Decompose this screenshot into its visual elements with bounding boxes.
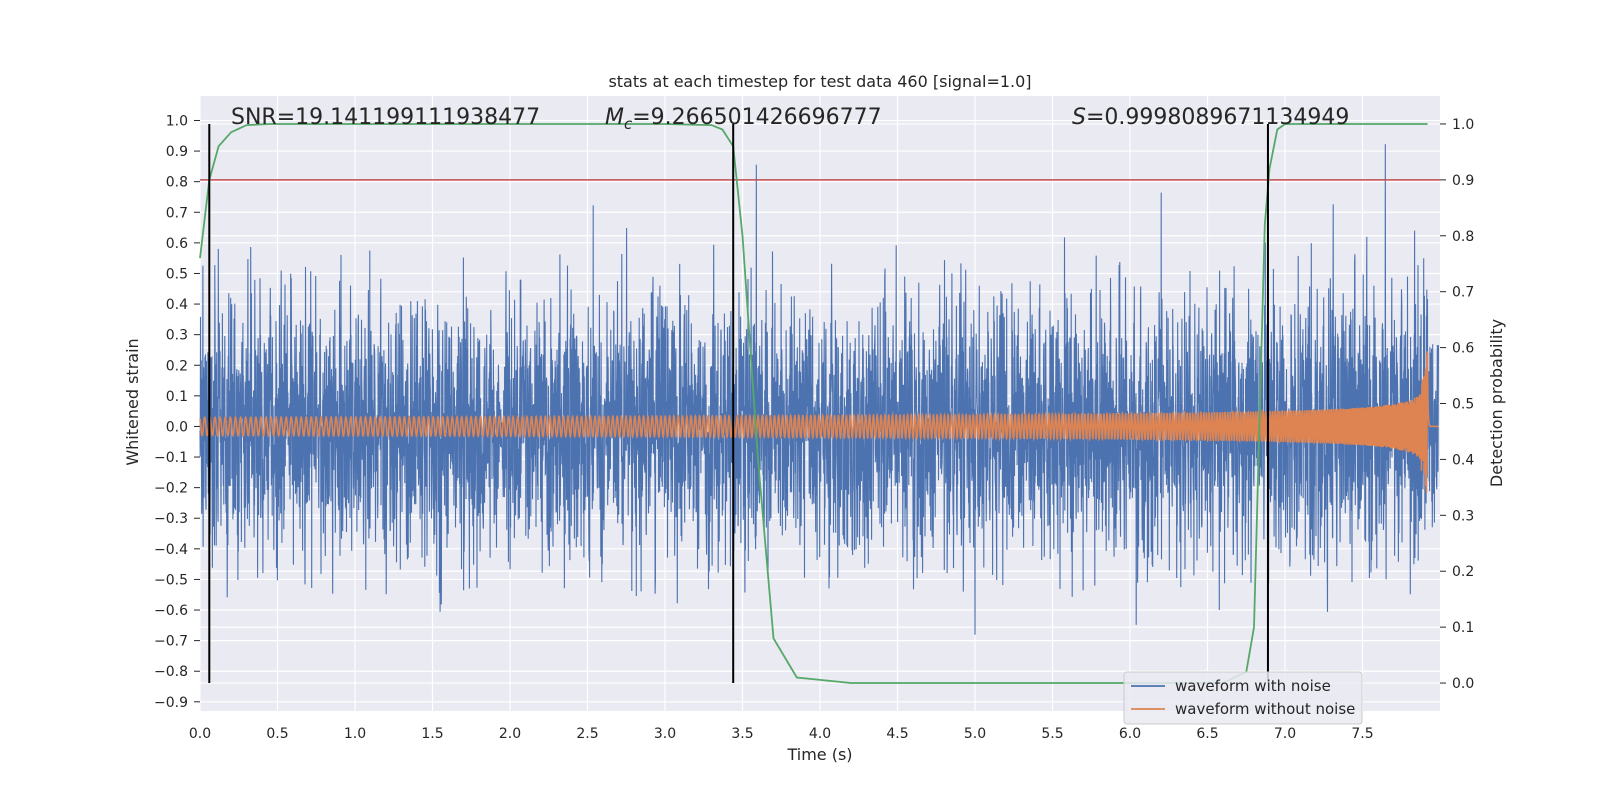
y-tick-label: −0.3	[154, 511, 188, 527]
x-tick-label: 2.0	[499, 726, 521, 742]
y-right-tick-label: 0.5	[1452, 397, 1474, 413]
y-tick-label: −0.1	[154, 450, 188, 466]
y-tick-label: 0.2	[166, 358, 188, 374]
score-symbol: S	[1072, 105, 1086, 130]
score-annotation: S=0.9998089671134949	[1072, 105, 1349, 130]
x-tick-label: 0.0	[189, 726, 211, 742]
score-value: =0.9998089671134949	[1086, 105, 1349, 130]
y-tick-label: −0.2	[154, 481, 188, 497]
y-tick-label: 0.4	[166, 297, 188, 313]
y-tick-label: 0.5	[166, 266, 188, 282]
y-tick-label: 0.1	[166, 389, 188, 405]
chirp-mass-value: =9.266501426696777	[632, 105, 881, 130]
legend-label-clean: waveform without noise	[1175, 700, 1355, 718]
y-tick-label: −0.6	[154, 603, 188, 619]
series-detection-probability	[199, 123, 1428, 684]
legend: waveform with noise waveform without noi…	[1123, 671, 1363, 725]
chirp-mass-annotation: Mc=9.266501426696777	[605, 105, 882, 133]
x-tick-labels: 0.0 0.5 1.0 1.5 2.0 2.5 3.0 3.5 4.0 4.5 5.0 5.5 6.0 6…	[189, 726, 1374, 742]
x-tick-label: 7.0	[1274, 726, 1296, 742]
series-waveform-without-noise	[199, 351, 1439, 493]
legend-label-noise: waveform with noise	[1175, 677, 1331, 695]
snr-annotation: SNR=19.141199111938477	[231, 105, 540, 130]
y-right-tick-label: 0.7	[1452, 285, 1474, 301]
x-tick-label: 2.5	[576, 726, 598, 742]
y-tick-label: −0.8	[154, 664, 188, 680]
y-right-tick-label: 0.4	[1452, 452, 1474, 468]
x-tick-label: 1.5	[421, 726, 443, 742]
series-waveform-with-noise	[199, 144, 1440, 635]
y-tick-label: 0.8	[166, 175, 188, 191]
chirp-mass-symbol: M	[605, 105, 624, 130]
y-right-tick-label: 0.9	[1452, 173, 1474, 189]
x-tick-label: 3.5	[731, 726, 753, 742]
y-right-tick-label: 0.8	[1452, 229, 1474, 245]
x-tick-label: 7.5	[1351, 726, 1373, 742]
x-tick-label: 3.0	[654, 726, 676, 742]
y-right-tick-label: 0.3	[1452, 508, 1474, 524]
x-tick-label: 1.0	[344, 726, 366, 742]
y-tick-label: 0.7	[166, 205, 188, 221]
y-right-tick-label: 0.1	[1452, 620, 1474, 636]
y-tick-label: 0.0	[166, 419, 188, 435]
y-right-tick-labels: 1.0 0.9 0.8 0.7 0.6 0.5 0.4 0.3 0.2 0.1 0.0	[1452, 117, 1474, 692]
y-tick-label: −0.9	[154, 695, 188, 711]
y-tick-label: −0.4	[154, 542, 188, 558]
x-tick-label: 4.5	[886, 726, 908, 742]
y-tick-label: 0.6	[166, 236, 188, 252]
y-right-tick-label: 0.0	[1452, 676, 1474, 692]
y-tick-label: −0.5	[154, 572, 188, 588]
x-tick-label: 5.5	[1041, 726, 1063, 742]
x-tick-label: 0.5	[266, 726, 288, 742]
y-right-tick-label: 1.0	[1452, 117, 1474, 133]
y-tick-label: 0.9	[166, 144, 188, 160]
x-axis-label: Time (s)	[786, 745, 852, 764]
x-tick-label: 5.0	[964, 726, 986, 742]
chart-title: stats at each timestep for test data 460…	[608, 72, 1031, 91]
y-tick-labels: 1.0 0.9 0.8 0.7 0.6 0.5 0.4 0.3 0.2 0.1 0.0 −0.1 −0.…	[154, 113, 188, 710]
y-right-tick-label: 0.2	[1452, 564, 1474, 580]
y-tick-label: 1.0	[166, 113, 188, 129]
x-tick-label: 4.0	[809, 726, 831, 742]
legend-box	[1123, 671, 1363, 725]
y-right-axis-label: Detection probability	[1487, 319, 1506, 487]
series-layer	[199, 123, 1440, 684]
x-tick-label: 6.5	[1196, 726, 1218, 742]
x-tick-label: 6.0	[1119, 726, 1141, 742]
y-tick-label: 0.3	[166, 328, 188, 344]
y-axis-label: Whitened strain	[123, 338, 142, 465]
chirp-mass-subscript: c	[624, 115, 633, 133]
y-tick-label: −0.7	[154, 634, 188, 650]
y-right-tick-label: 0.6	[1452, 341, 1474, 357]
